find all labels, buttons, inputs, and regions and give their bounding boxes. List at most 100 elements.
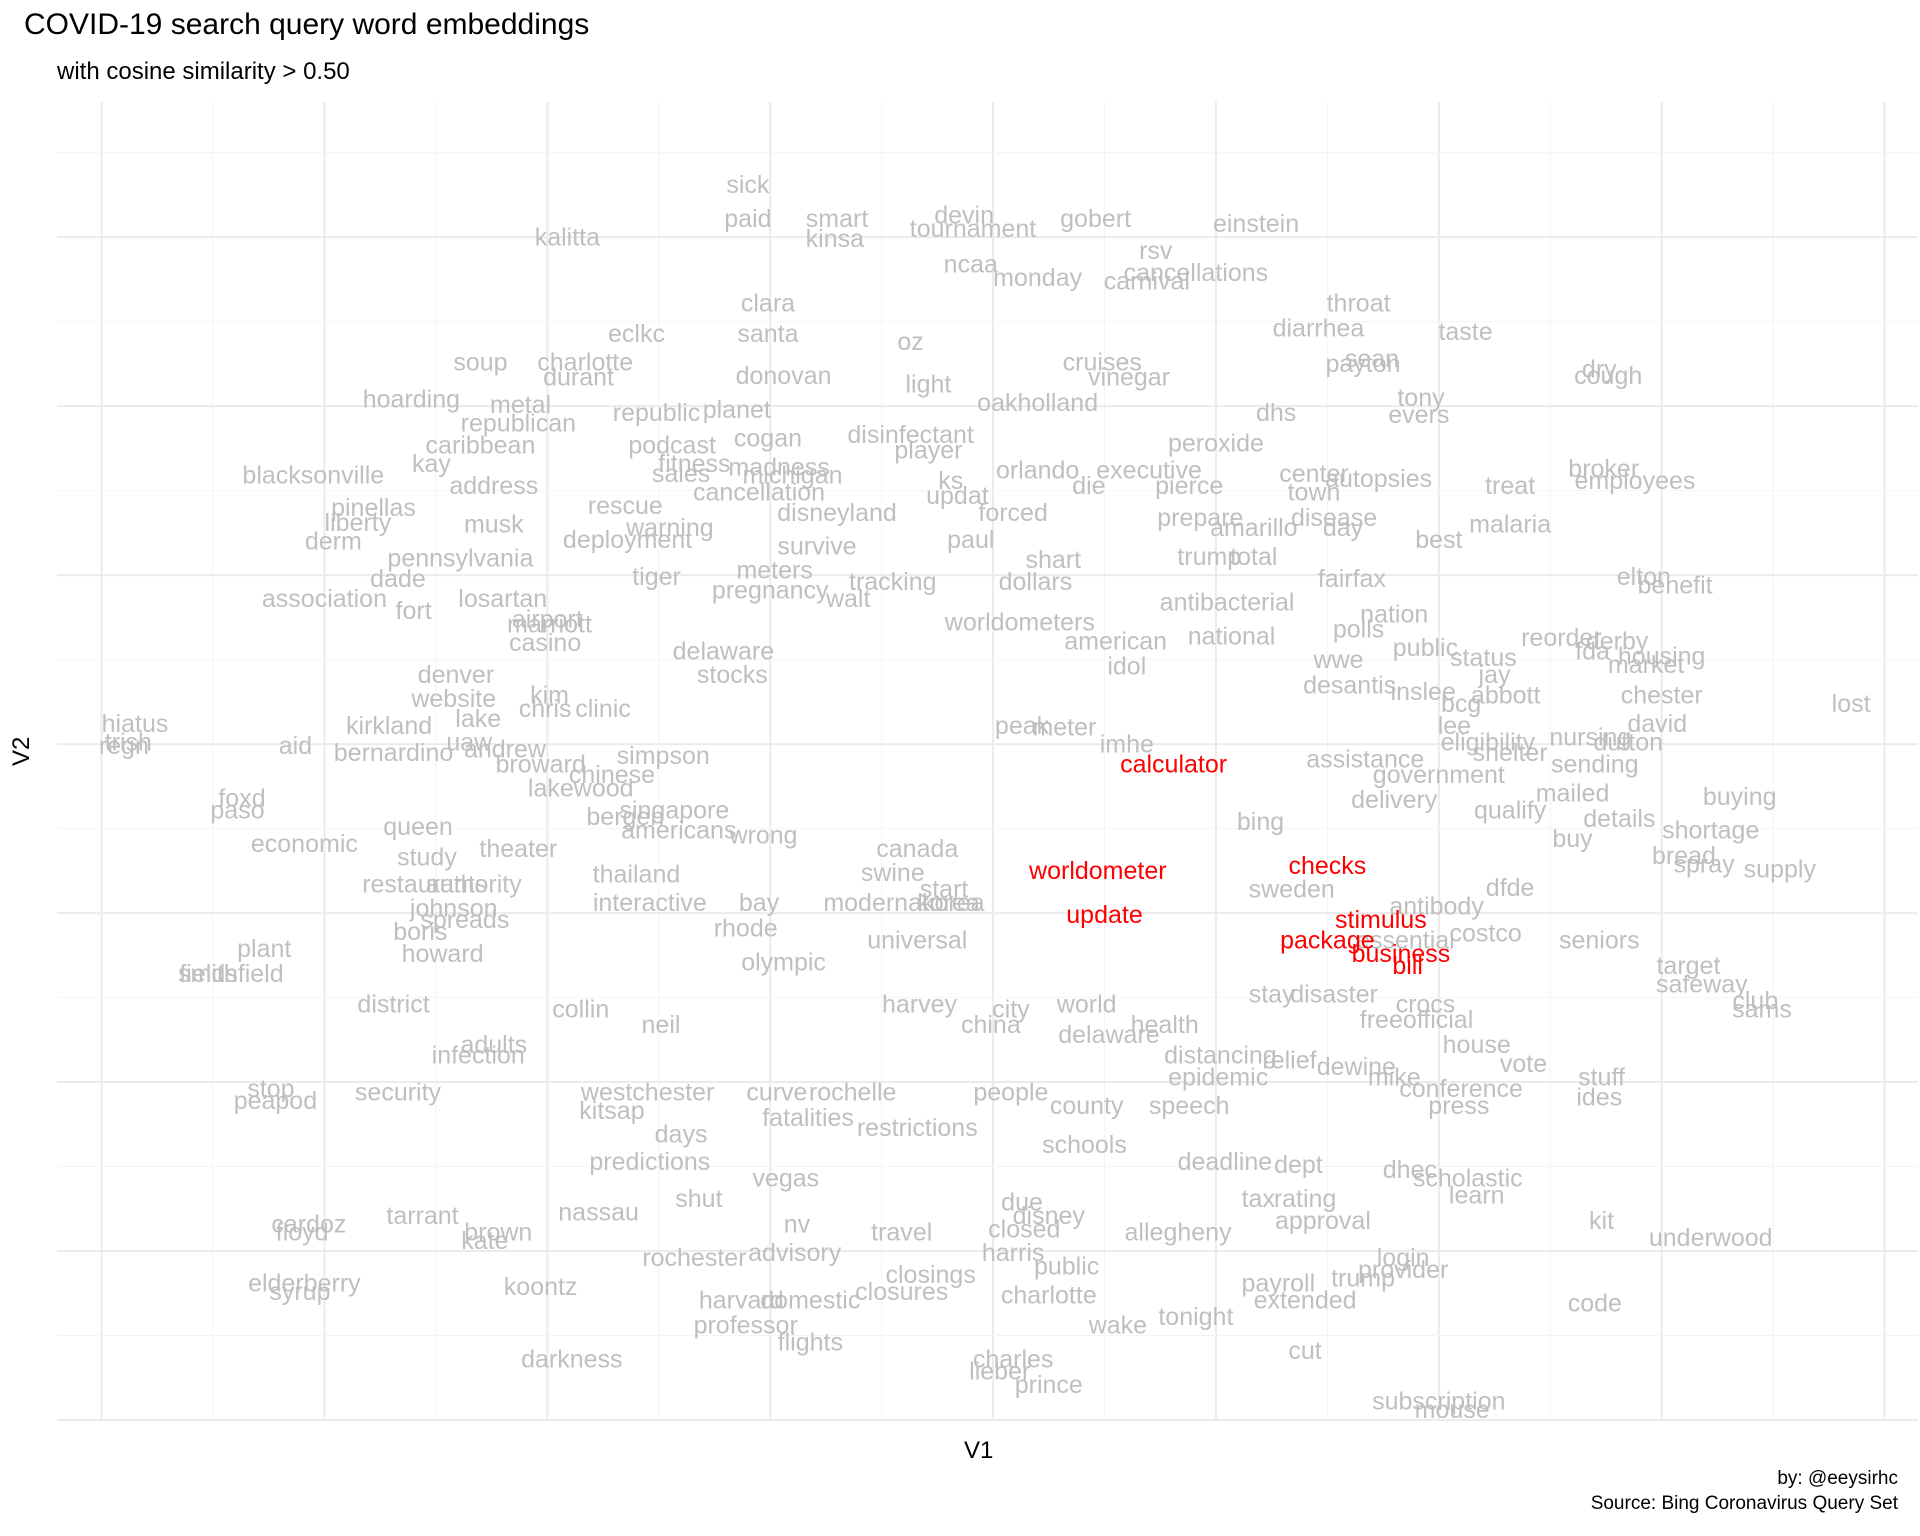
word-label: neil bbox=[642, 1011, 681, 1039]
word-label: health bbox=[1131, 1011, 1199, 1039]
word-label: relief bbox=[1262, 1046, 1316, 1074]
word-label: mike bbox=[1368, 1063, 1421, 1091]
word-label: website bbox=[410, 685, 496, 713]
word-label: freeofficial bbox=[1360, 1006, 1474, 1034]
word-label: pennsylvania bbox=[387, 545, 533, 573]
word-label: epidemic bbox=[1168, 1063, 1268, 1091]
word-label: liberty bbox=[325, 509, 392, 537]
word-label: prince bbox=[1015, 1371, 1083, 1399]
word-label: tarrant bbox=[386, 1202, 458, 1230]
word-label: dade bbox=[370, 565, 426, 593]
word-label: nursing bbox=[1549, 724, 1631, 752]
word-label: peapod bbox=[234, 1087, 317, 1115]
word-label: rhode bbox=[714, 915, 778, 943]
word-label: evers bbox=[1388, 401, 1449, 429]
word-label: syrup bbox=[269, 1278, 330, 1306]
word-label: shortage bbox=[1662, 817, 1759, 845]
word-label: speech bbox=[1149, 1092, 1230, 1120]
word-label: reorder bbox=[1521, 624, 1602, 652]
word-label: rochester bbox=[642, 1244, 746, 1272]
word-label: vegas bbox=[752, 1165, 819, 1193]
word-label: dhs bbox=[1256, 399, 1296, 427]
word-label: costco bbox=[1449, 920, 1521, 948]
word-label: player bbox=[894, 436, 962, 464]
word-label: total bbox=[1230, 543, 1277, 571]
word-label: orlando bbox=[996, 457, 1079, 485]
word-label: lost bbox=[1832, 690, 1871, 718]
word-label: economic bbox=[251, 830, 358, 858]
word-label: predictions bbox=[589, 1148, 710, 1176]
word-label: people bbox=[973, 1078, 1048, 1106]
word-label: bread bbox=[1652, 842, 1716, 870]
word-label: underwood bbox=[1649, 1224, 1773, 1252]
word-label: soup bbox=[453, 349, 507, 377]
word-label: fairfax bbox=[1318, 565, 1387, 593]
word-label: adults bbox=[460, 1031, 527, 1059]
word-label: restrictions bbox=[857, 1114, 978, 1142]
word-label: andrew bbox=[464, 735, 547, 763]
word-label: kim bbox=[530, 681, 569, 709]
word-label: disease bbox=[1291, 504, 1377, 532]
word-label: sweden bbox=[1249, 876, 1335, 904]
word-label: swine bbox=[861, 859, 925, 887]
word-label: rating bbox=[1274, 1185, 1337, 1213]
word-label: tiger bbox=[632, 563, 681, 591]
word-label: sales bbox=[652, 460, 710, 488]
word-label: lieber bbox=[969, 1357, 1030, 1385]
highlighted-word-label: worldometer bbox=[1028, 857, 1167, 885]
highlighted-word-label: business bbox=[1352, 940, 1451, 968]
word-label: queen bbox=[383, 813, 453, 841]
word-label: nv bbox=[784, 1210, 811, 1238]
word-label: bing bbox=[1237, 808, 1284, 836]
word-label: travel bbox=[871, 1219, 932, 1247]
word-label: address bbox=[449, 472, 538, 500]
highlighted-word-label: checks bbox=[1288, 852, 1366, 880]
caption-source: Source: Bing Coronavirus Query Set bbox=[1590, 1493, 1898, 1514]
word-label: paid bbox=[724, 205, 771, 233]
word-label: paso bbox=[210, 796, 264, 824]
word-label: amarillo bbox=[1210, 514, 1298, 542]
word-label: kit bbox=[1589, 1207, 1614, 1235]
word-label: login bbox=[1377, 1244, 1430, 1272]
word-label: club bbox=[1732, 987, 1778, 1015]
word-label: airport bbox=[512, 605, 583, 633]
word-label: wwe bbox=[1313, 646, 1364, 674]
word-label: oz bbox=[897, 328, 923, 356]
word-label: trump bbox=[1177, 543, 1241, 571]
word-label: status bbox=[1450, 644, 1517, 672]
word-label: charlotte bbox=[1001, 1281, 1097, 1309]
word-label: uaw bbox=[446, 729, 493, 757]
word-label: losartan bbox=[458, 585, 547, 613]
word-label: sean bbox=[1345, 345, 1399, 373]
word-label: closings bbox=[886, 1261, 976, 1289]
word-label: target bbox=[1656, 952, 1720, 980]
word-label: cancellations bbox=[1124, 259, 1269, 287]
word-label: americans bbox=[621, 817, 736, 845]
word-label: day bbox=[1323, 514, 1364, 542]
word-label: crocs bbox=[1396, 991, 1456, 1019]
word-label: westchester bbox=[580, 1078, 714, 1106]
word-label: theater bbox=[479, 835, 557, 863]
word-label: chinese bbox=[569, 761, 655, 789]
word-label: singapore bbox=[619, 796, 729, 824]
word-label: hiatus bbox=[102, 710, 169, 738]
word-label: collin bbox=[552, 996, 609, 1024]
word-label: david bbox=[1627, 710, 1687, 738]
word-label: interactive bbox=[593, 889, 707, 917]
word-label: infection bbox=[432, 1041, 525, 1069]
word-label: clara bbox=[741, 289, 795, 317]
word-label: charles bbox=[973, 1345, 1054, 1373]
word-label: trish bbox=[105, 729, 152, 757]
word-label: pregnancy bbox=[712, 577, 829, 605]
word-label: carnival bbox=[1104, 267, 1190, 295]
word-label: darkness bbox=[521, 1345, 622, 1373]
word-label: safeway bbox=[1656, 970, 1748, 998]
word-label: extended bbox=[1254, 1286, 1357, 1314]
word-label: government bbox=[1373, 761, 1505, 789]
word-label: closed bbox=[988, 1215, 1060, 1243]
word-label: tony bbox=[1397, 384, 1445, 412]
word-label: worldometers bbox=[944, 609, 1095, 637]
word-label: allegheny bbox=[1125, 1219, 1233, 1247]
word-label: chester bbox=[1621, 681, 1703, 709]
word-label: flights bbox=[778, 1329, 843, 1357]
